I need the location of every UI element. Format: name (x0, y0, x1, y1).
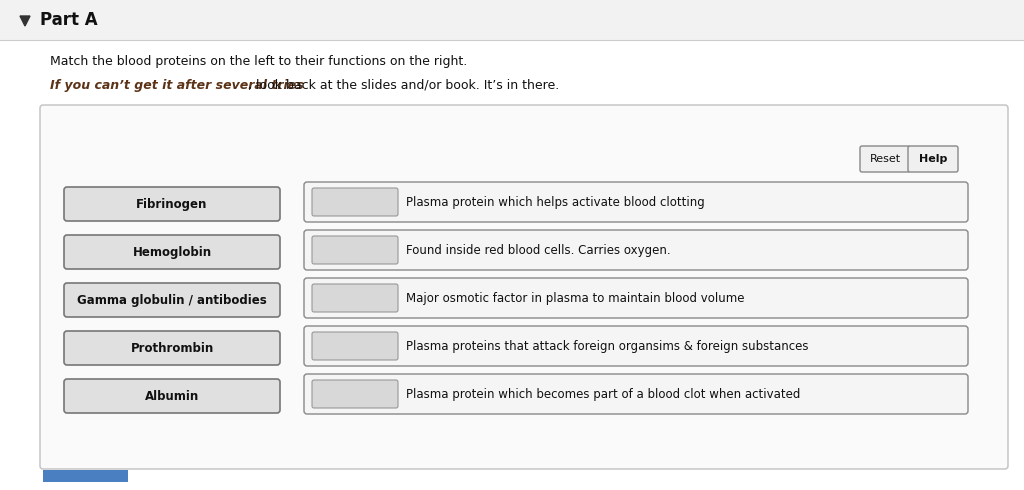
FancyBboxPatch shape (312, 188, 398, 216)
FancyBboxPatch shape (40, 105, 1008, 469)
FancyBboxPatch shape (63, 283, 280, 317)
FancyBboxPatch shape (304, 230, 968, 270)
Text: Part A: Part A (40, 11, 97, 29)
Text: Plasma protein which becomes part of a blood clot when activated: Plasma protein which becomes part of a b… (406, 388, 801, 400)
FancyBboxPatch shape (312, 284, 398, 312)
Text: Found inside red blood cells. Carries oxygen.: Found inside red blood cells. Carries ox… (406, 244, 671, 256)
Text: Reset: Reset (869, 154, 900, 164)
FancyBboxPatch shape (312, 236, 398, 264)
FancyBboxPatch shape (860, 146, 910, 172)
FancyBboxPatch shape (0, 0, 1024, 40)
FancyBboxPatch shape (304, 278, 968, 318)
Text: Match the blood proteins on the left to their functions on the right.: Match the blood proteins on the left to … (50, 55, 467, 69)
FancyBboxPatch shape (304, 182, 968, 222)
Text: Plasma proteins that attack foreign organsims & foreign substances: Plasma proteins that attack foreign orga… (406, 340, 809, 352)
FancyBboxPatch shape (43, 470, 128, 482)
Text: , look back at the slides and/or book. It’s in there.: , look back at the slides and/or book. I… (248, 78, 559, 92)
FancyBboxPatch shape (304, 374, 968, 414)
Text: Prothrombin: Prothrombin (130, 342, 214, 354)
Polygon shape (20, 16, 30, 26)
FancyBboxPatch shape (63, 235, 280, 269)
FancyBboxPatch shape (312, 380, 398, 408)
Text: Albumin: Albumin (144, 390, 199, 402)
FancyBboxPatch shape (63, 331, 280, 365)
Text: Gamma globulin / antibodies: Gamma globulin / antibodies (77, 294, 267, 307)
Text: Plasma protein which helps activate blood clotting: Plasma protein which helps activate bloo… (406, 196, 705, 209)
Text: Help: Help (919, 154, 947, 164)
Text: Hemoglobin: Hemoglobin (132, 245, 212, 259)
FancyBboxPatch shape (304, 326, 968, 366)
Text: Fibrinogen: Fibrinogen (136, 197, 208, 211)
Text: If you can’t get it after several tries: If you can’t get it after several tries (50, 78, 304, 92)
Text: Major osmotic factor in plasma to maintain blood volume: Major osmotic factor in plasma to mainta… (406, 292, 744, 304)
FancyBboxPatch shape (908, 146, 958, 172)
FancyBboxPatch shape (312, 332, 398, 360)
FancyBboxPatch shape (63, 187, 280, 221)
FancyBboxPatch shape (63, 379, 280, 413)
